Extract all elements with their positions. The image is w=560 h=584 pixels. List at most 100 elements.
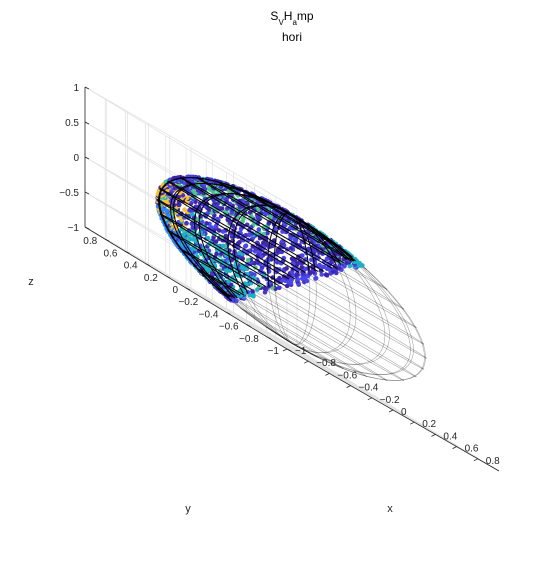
- sphere-mesh-segment: [411, 320, 415, 327]
- sphere-mesh-segment: [375, 358, 379, 360]
- sphere-mesh-segment: [345, 345, 353, 350]
- data-point: [214, 251, 219, 256]
- x-tick-label: 0.4: [443, 431, 457, 442]
- sphere-mesh-segment: [369, 326, 377, 331]
- sphere-mesh-segment: [341, 248, 342, 249]
- sphere-mesh-segment: [300, 340, 301, 342]
- data-point: [184, 221, 189, 226]
- sphere-mesh-segment: [328, 326, 337, 331]
- sphere-mesh-segment: [356, 282, 363, 286]
- sphere-mesh-segment: [272, 204, 273, 205]
- z-axis-label: z: [28, 276, 34, 288]
- sphere-mesh-segment: [324, 335, 332, 340]
- sphere-mesh-segment: [279, 298, 289, 304]
- data-point: [204, 221, 209, 226]
- sphere-mesh-segment: [347, 340, 349, 343]
- sphere-mesh-segment: [270, 203, 271, 204]
- sphere-mesh-segment: [333, 277, 342, 282]
- sphere-mesh-segment: [282, 320, 289, 324]
- y-tick-label: 0.2: [144, 273, 158, 284]
- sphere-mesh-segment: [337, 332, 346, 337]
- sphere-mesh-segment: [318, 321, 327, 327]
- sphere-mesh-segment: [312, 325, 321, 330]
- y-tick-label: 0.4: [124, 261, 138, 272]
- sphere-mesh-segment: [333, 326, 342, 331]
- sphere-mesh-segment: [299, 309, 309, 315]
- sphere-mesh-segment: [316, 330, 325, 335]
- sphere-mesh-segment: [180, 177, 181, 178]
- sphere-mesh-segment: [350, 315, 359, 320]
- sphere-mesh-segment: [321, 330, 329, 335]
- sphere-mesh-segment: [374, 326, 382, 331]
- sphere-mesh-segment: [377, 331, 385, 336]
- sphere-mesh-segment: [382, 352, 385, 355]
- sphere-mesh-segment: [363, 297, 371, 302]
- sphere-mesh-segment: [313, 319, 314, 323]
- sphere-mesh-segment: [408, 326, 411, 332]
- sphere-mesh-segment: [194, 183, 200, 184]
- sphere-mesh-segment: [328, 277, 337, 282]
- sphere-mesh-segment: [386, 289, 393, 297]
- sphere-mesh-segment: [168, 181, 169, 182]
- sphere-mesh-segment: [290, 325, 297, 329]
- sphere-mesh-segment: [412, 339, 413, 345]
- data-point: [182, 207, 187, 212]
- data-point: [262, 286, 267, 291]
- sphere-mesh-segment: [383, 321, 390, 325]
- sphere-mesh-segment: [332, 340, 340, 345]
- y-tick-label: 0.6: [103, 248, 117, 259]
- sphere-mesh-segment: [265, 307, 272, 311]
- sphere-mesh-segment: [316, 291, 326, 297]
- sphere-mesh-segment: [341, 309, 351, 315]
- z-tick-label: 0: [73, 153, 79, 164]
- data-point: [284, 266, 289, 271]
- sphere-mesh-segment: [371, 351, 378, 355]
- sphere-mesh-segment: [409, 339, 410, 345]
- sphere-mesh-segment: [356, 315, 365, 320]
- x-axis-label: x: [387, 503, 393, 515]
- sphere-mesh-segment: [384, 324, 385, 330]
- sphere-mesh-segment: [394, 297, 400, 305]
- z-tick-label: −1: [68, 223, 80, 234]
- sphere-mesh-segment: [242, 190, 243, 191]
- data-point: [319, 272, 324, 277]
- sphere-mesh-segment: [198, 269, 199, 270]
- sphere-mesh-segment: [412, 355, 413, 359]
- z-tick-mark: [85, 157, 89, 159]
- sphere-mesh-segment: [295, 304, 305, 310]
- sphere-mesh-segment: [272, 307, 273, 312]
- sphere-mesh-segment: [270, 292, 280, 298]
- x-tick-label: −0.6: [337, 370, 357, 381]
- sphere-mesh-segment: [270, 292, 271, 297]
- sphere-mesh-segment: [370, 273, 378, 281]
- x-tick-mark: [389, 410, 393, 412]
- x-tick-label: −0.2: [380, 395, 400, 406]
- y-tick-label: −1: [268, 346, 280, 357]
- sphere-mesh-segment: [408, 363, 411, 366]
- sphere-mesh-segment: [386, 289, 387, 290]
- sphere-mesh-segment: [268, 282, 269, 287]
- sphere-mesh-segment: [307, 256, 308, 261]
- sphere-mesh-segment: [364, 307, 372, 312]
- z-tick-mark: [85, 87, 89, 89]
- sphere-mesh-segment: [364, 332, 372, 337]
- sphere-mesh-segment: [316, 230, 317, 231]
- x-tick-mark: [453, 447, 457, 449]
- sphere-mesh-segment: [375, 355, 378, 358]
- sphere-mesh-segment: [314, 315, 324, 321]
- sphere-mesh-segment: [309, 330, 310, 333]
- sphere-mesh-segment: [355, 327, 364, 332]
- x-tick-label: 0: [401, 407, 407, 418]
- sphere-mesh-segment: [180, 249, 181, 250]
- data-point: [277, 276, 282, 281]
- sphere-mesh-segment: [383, 347, 390, 351]
- sphere-mesh-segment: [360, 342, 368, 347]
- chart-title: SVHamp: [270, 9, 313, 27]
- sphere-mesh-segment: [346, 337, 355, 342]
- z-tick-mark: [85, 227, 89, 229]
- sphere-mesh-segment: [316, 338, 323, 342]
- sphere-mesh-segment: [405, 363, 408, 366]
- sphere-mesh-segment: [367, 337, 375, 342]
- data-point: [250, 289, 255, 294]
